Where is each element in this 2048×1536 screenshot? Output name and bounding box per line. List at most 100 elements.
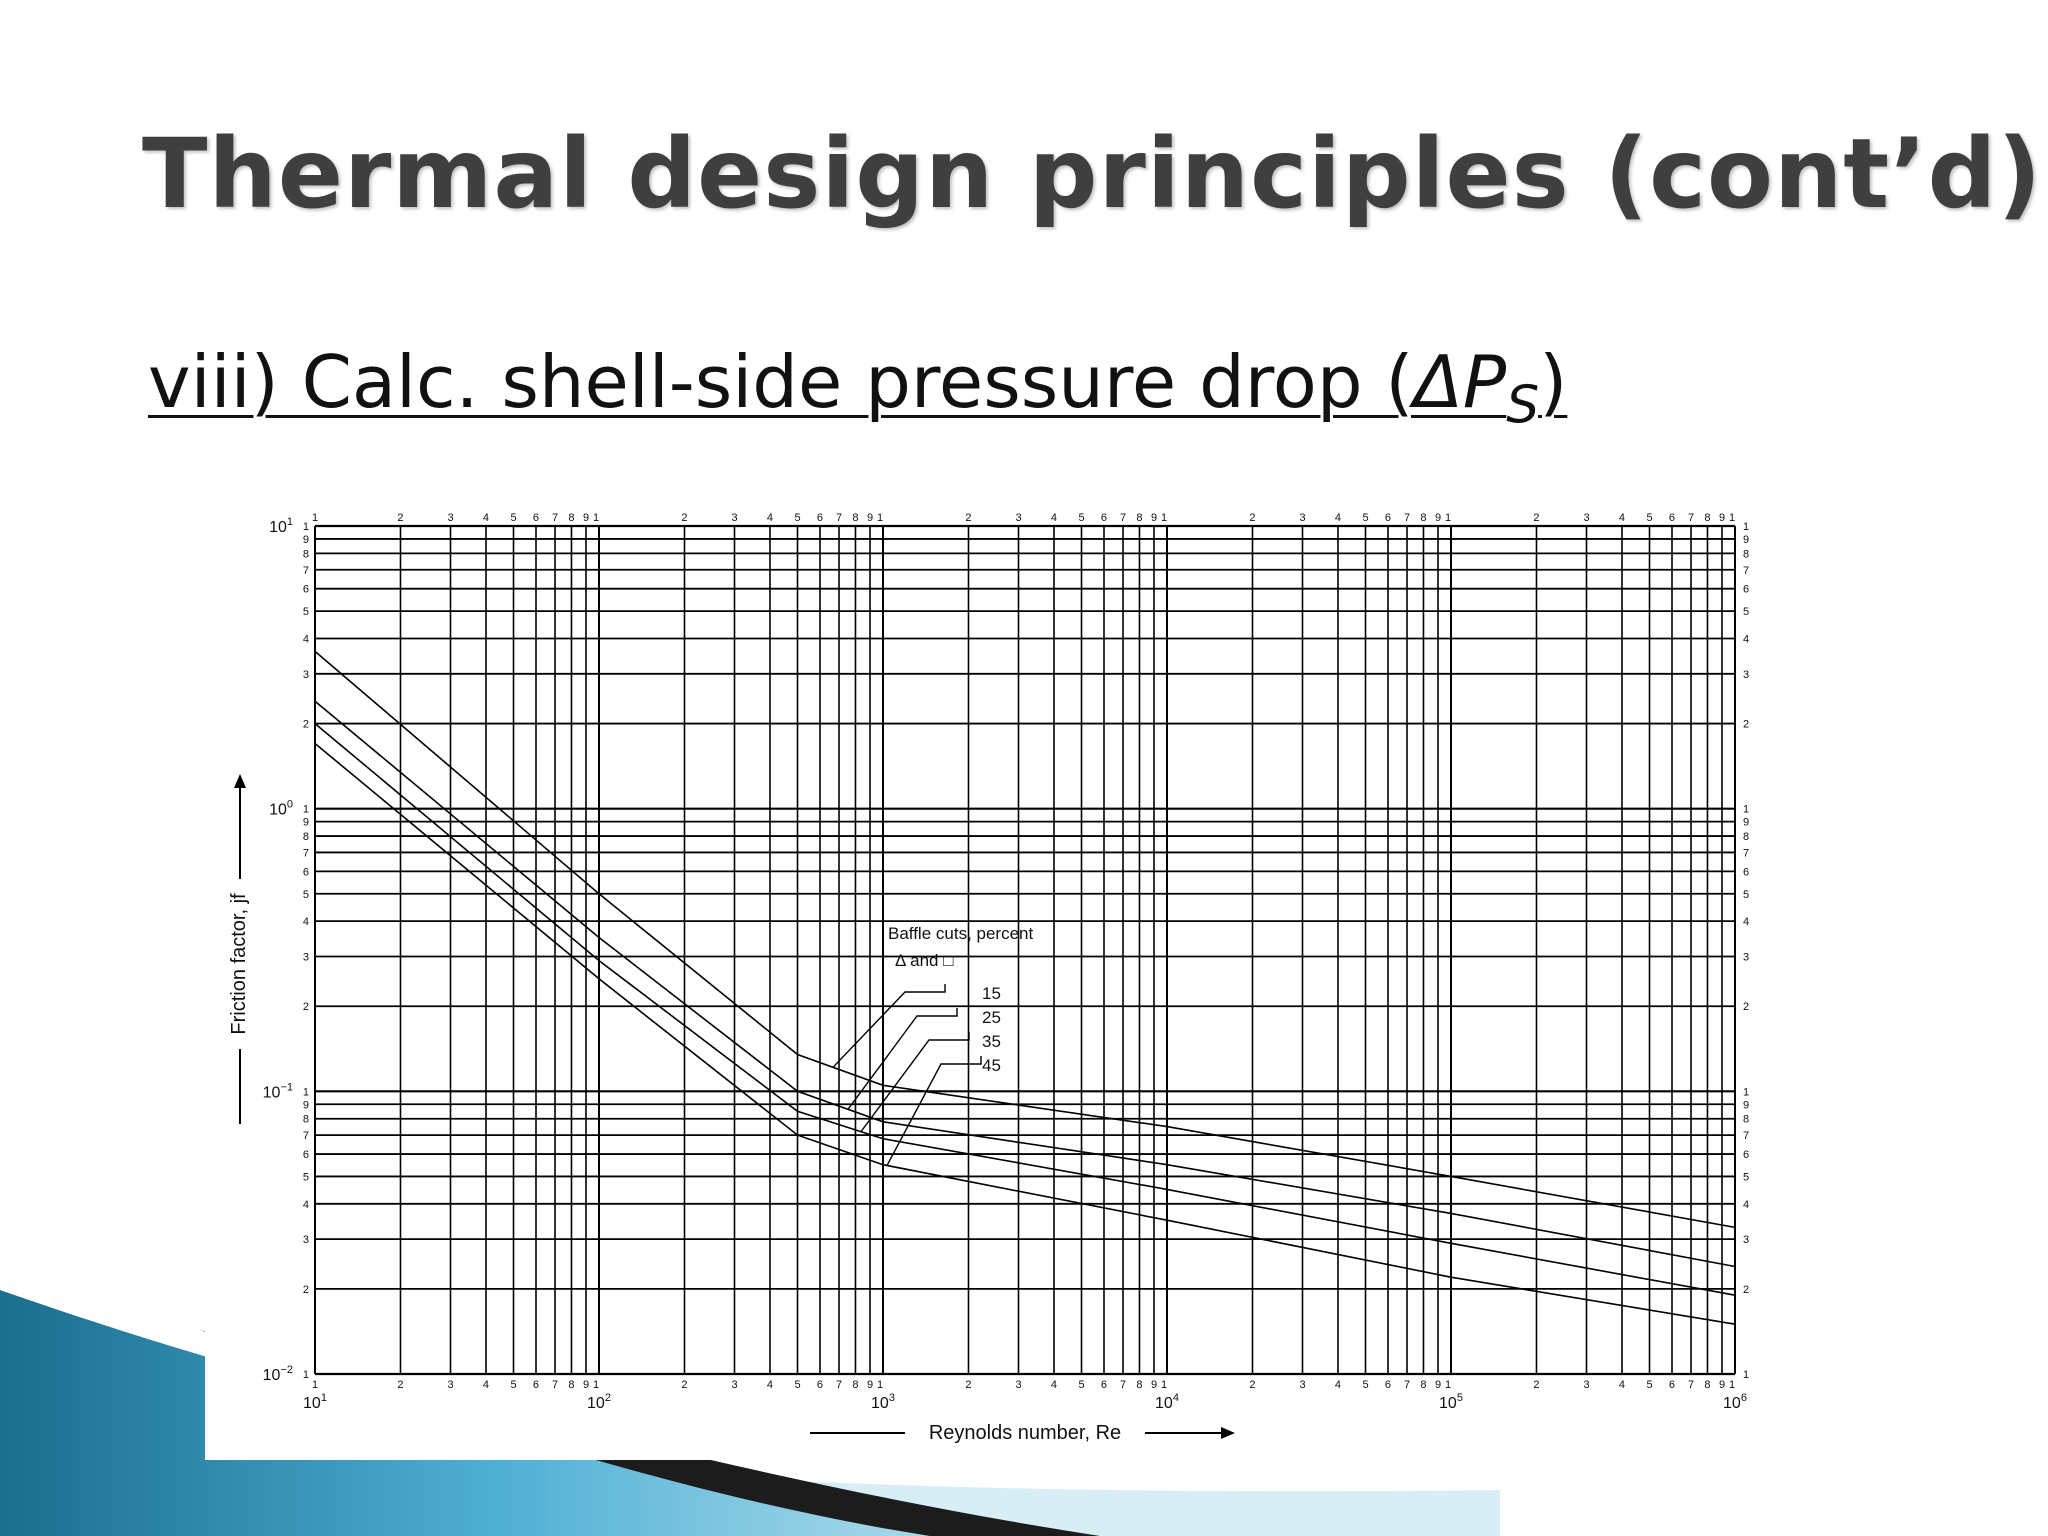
y-minor-tick-label-left: 8 (303, 548, 309, 560)
x-minor-tick-label-bottom: 3 (1583, 1379, 1589, 1391)
series-lines (314, 650, 1736, 1325)
y-minor-tick-label-left: 4 (303, 1199, 309, 1211)
x-minor-tick-label-top: 1 (1445, 512, 1451, 524)
y-minor-tick-label-left: 1 (303, 521, 309, 533)
x-minor-tick-label-bottom: 3 (1015, 1379, 1021, 1391)
x-minor-tick-label-bottom: 4 (1619, 1379, 1625, 1391)
legend-entry-15: 15 (982, 984, 1001, 1003)
y-minor-tick-label-left: 7 (303, 1130, 309, 1142)
x-decade-label: 101 (303, 1392, 327, 1412)
y-minor-tick-label-right: 8 (1743, 831, 1749, 843)
x-minor-tick-label-bottom: 7 (552, 1379, 558, 1391)
x-minor-tick-label-bottom: 2 (1533, 1379, 1539, 1391)
axis-labels: Reynolds number, Re Friction factor, jf (228, 774, 1235, 1444)
x-minor-tick-label-top: 7 (1404, 512, 1410, 524)
y-minor-tick-label-left: 7 (303, 847, 309, 859)
x-minor-tick-label-bottom: 7 (1120, 1379, 1126, 1391)
x-minor-tick-label-top: 3 (731, 512, 737, 524)
x-minor-tick-label-bottom: 5 (1078, 1379, 1084, 1391)
x-minor-tick-label-top: 3 (1583, 512, 1589, 524)
y-decade-label: 101 (269, 516, 293, 536)
x-minor-tick-label-bottom: 6 (1669, 1379, 1675, 1391)
y-decade-label: 10−1 (263, 1081, 293, 1101)
x-minor-tick-label-bottom: 2 (1249, 1379, 1255, 1391)
x-minor-tick-label-top: 6 (1101, 512, 1107, 524)
legend-subtitle: Δ and □ (895, 951, 954, 970)
decorative-wave (0, 1290, 1500, 1536)
y-minor-tick-label-right: 9 (1743, 534, 1749, 546)
x-minor-tick-label-top: 1 (877, 512, 883, 524)
x-minor-tick-label-top: 9 (1435, 512, 1441, 524)
x-minor-tick-label-bottom: 7 (836, 1379, 842, 1391)
y-minor-tick-label-right: 7 (1743, 565, 1749, 577)
x-minor-tick-label-top: 1 (312, 512, 318, 524)
x-minor-tick-label-bottom: 8 (1136, 1379, 1142, 1391)
x-minor-tick-label-bottom: 6 (1101, 1379, 1107, 1391)
x-minor-tick-label-top: 7 (552, 512, 558, 524)
x-decade-label: 102 (587, 1392, 611, 1412)
legend-entry-35: 35 (982, 1032, 1001, 1051)
x-minor-tick-label-top: 2 (397, 512, 403, 524)
x-minor-tick-label-top: 9 (867, 512, 873, 524)
x-minor-tick-label-top: 1 (593, 512, 599, 524)
y-minor-tick-label-left: 3 (303, 951, 309, 963)
y-minor-tick-label-right: 2 (1743, 1001, 1749, 1013)
x-minor-tick-label-top: 6 (1385, 512, 1391, 524)
y-minor-tick-label-left: 9 (303, 534, 309, 546)
series-line-25 (314, 700, 1736, 1268)
x-minor-tick-label-bottom: 4 (483, 1379, 489, 1391)
x-minor-tick-label-top: 5 (1078, 512, 1084, 524)
legend-leader-25 (847, 1008, 958, 1110)
x-minor-tick-label-top: 6 (533, 512, 539, 524)
x-minor-tick-label-bottom: 5 (510, 1379, 516, 1391)
legend-title: Baffle cuts, percent (888, 924, 1033, 943)
subtitle-symbol: ΔP (1413, 340, 1507, 424)
x-minor-tick-label-top: 2 (1249, 512, 1255, 524)
x-axis-label: Reynolds number, Re (929, 1422, 1121, 1444)
y-minor-tick-label-left: 3 (303, 1234, 309, 1246)
x-minor-tick-label-bottom: 2 (965, 1379, 971, 1391)
x-minor-tick-label-top: 9 (583, 512, 589, 524)
subtitle-prefix: viii) Calc. shell-side pressure drop ( (148, 340, 1414, 424)
y-decade-label: 10−2 (263, 1364, 293, 1384)
x-minor-tick-label-bottom: 5 (1362, 1379, 1368, 1391)
y-axis-label: Friction factor, jf (228, 893, 250, 1035)
x-minor-tick-label-bottom: 4 (1051, 1379, 1057, 1391)
legend: Baffle cuts, percent Δ and □ 15 25 35 45 (888, 924, 1033, 1075)
x-minor-tick-label-bottom: 1 (593, 1379, 599, 1391)
x-minor-tick-label-top: 3 (1015, 512, 1021, 524)
y-minor-tick-label-right: 1 (1743, 804, 1749, 816)
y-minor-tick-label-left: 2 (303, 1284, 309, 1296)
x-minor-tick-label-top: 9 (1151, 512, 1157, 524)
grid (314, 524, 1736, 1376)
series-line-45 (314, 742, 1736, 1325)
x-minor-tick-label-bottom: 9 (1719, 1379, 1725, 1391)
y-minor-tick-label-left: 2 (303, 1001, 309, 1013)
y-minor-tick-label-right: 6 (1743, 1149, 1749, 1161)
legend-leader-45 (886, 1056, 982, 1166)
y-minor-tick-label-right: 7 (1743, 847, 1749, 859)
x-minor-tick-label-bottom: 9 (1435, 1379, 1441, 1391)
x-minor-tick-label-bottom: 6 (817, 1379, 823, 1391)
x-minor-tick-label-top: 8 (852, 512, 858, 524)
x-minor-tick-label-top: 5 (1362, 512, 1368, 524)
x-minor-tick-label-top: 2 (681, 512, 687, 524)
legend-entry-45: 45 (982, 1056, 1001, 1075)
x-minor-tick-label-bottom: 5 (1646, 1379, 1652, 1391)
y-minor-tick-label-right: 9 (1743, 817, 1749, 829)
y-axis-arrow-head (234, 774, 246, 788)
legend-leaders (832, 984, 982, 1166)
series-line-35 (314, 722, 1736, 1296)
y-minor-tick-label-right: 3 (1743, 669, 1749, 681)
y-minor-tick-label-right: 4 (1743, 633, 1749, 645)
x-minor-tick-label-top: 8 (568, 512, 574, 524)
y-minor-tick-label-left: 7 (303, 565, 309, 577)
x-minor-tick-label-bottom: 6 (533, 1379, 539, 1391)
x-axis-arrow-head (1221, 1427, 1235, 1439)
x-minor-tick-label-top: 6 (817, 512, 823, 524)
x-minor-tick-label-top: 5 (794, 512, 800, 524)
y-minor-tick-label-left: 8 (303, 1114, 309, 1126)
y-minor-tick-label-right: 5 (1743, 889, 1749, 901)
x-minor-tick-label-top: 7 (1688, 512, 1694, 524)
